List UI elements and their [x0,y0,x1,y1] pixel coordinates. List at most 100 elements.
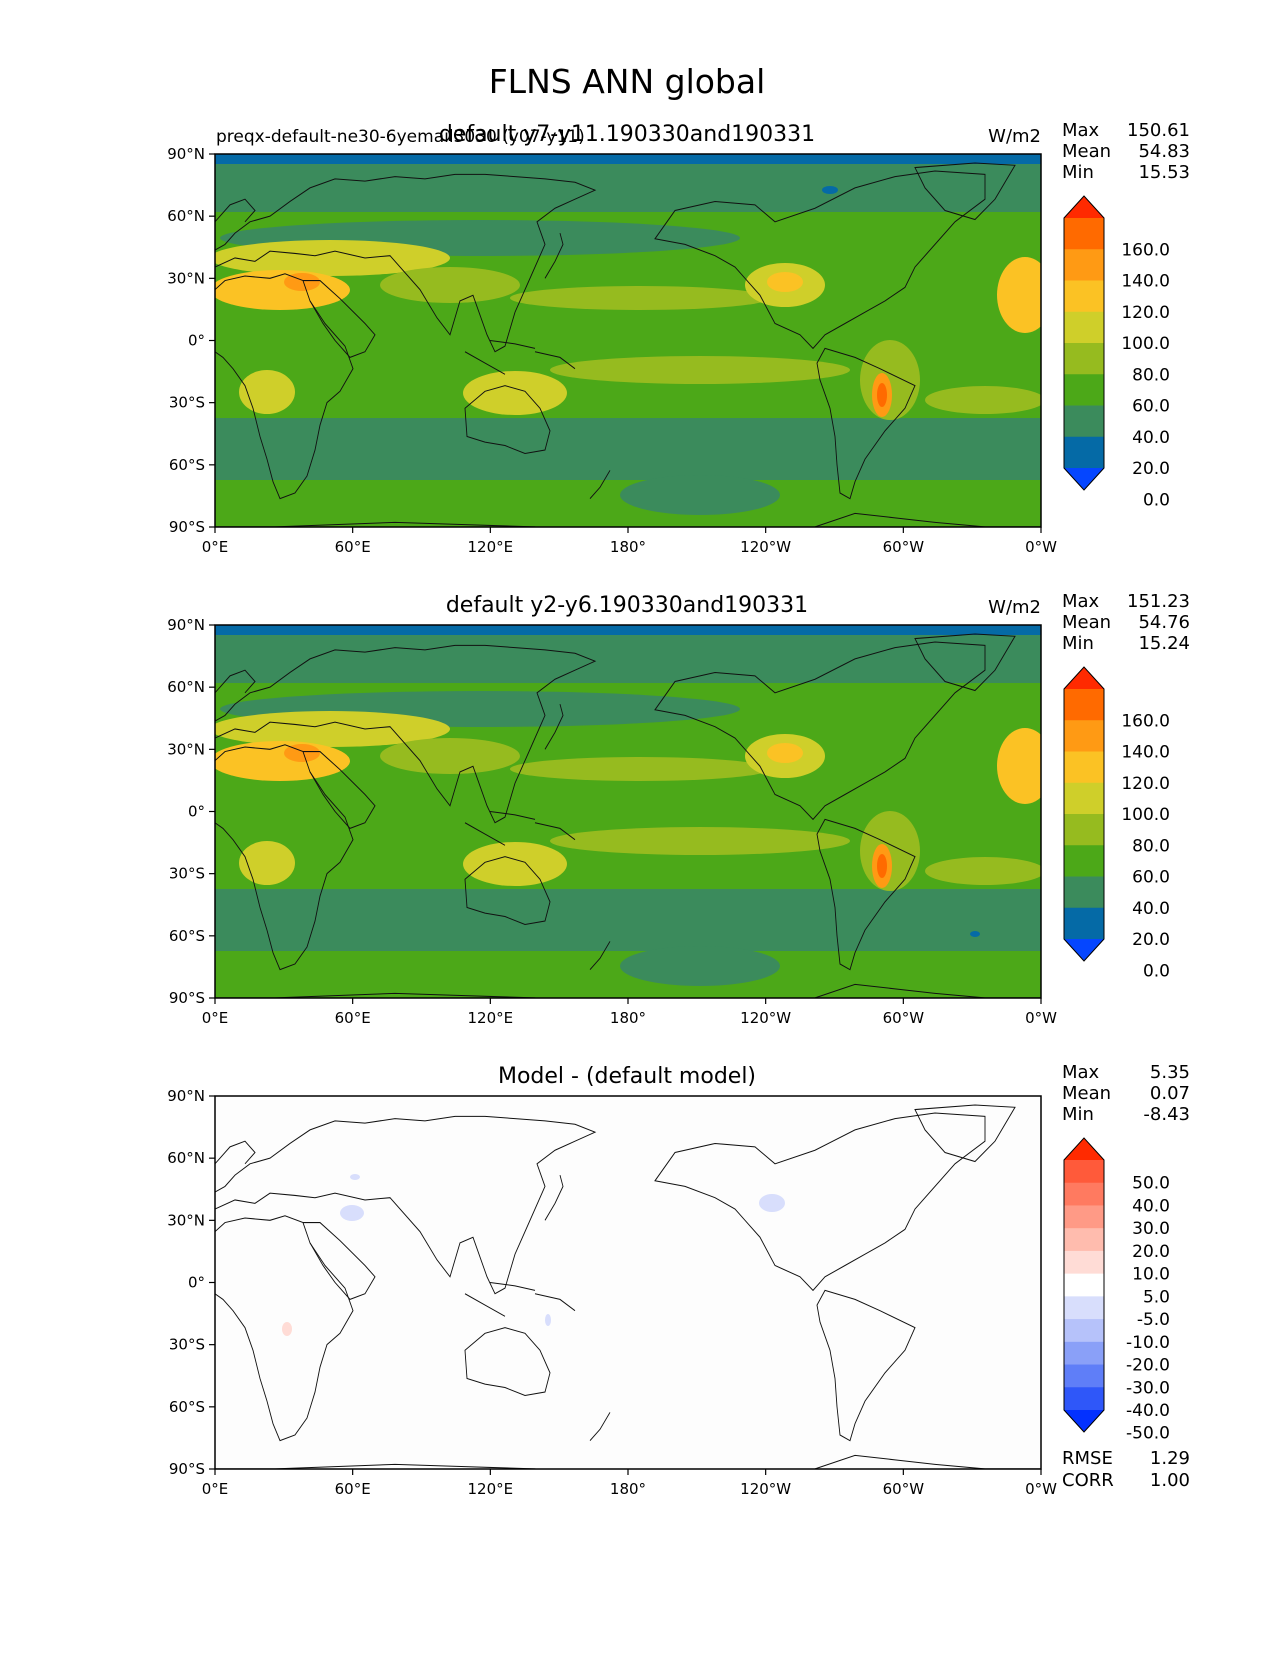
colorbar-swatch [1064,1205,1104,1229]
lat-tick-label: 90°S [169,1460,205,1478]
colorbar-level-label: 100.0 [1121,805,1170,825]
colorbar-extend-min [1064,468,1104,490]
panel-top: preqx-default-ne30-6yemail3030 (y07-y11)… [214,120,1190,528]
panel-bottom-rmse-corr: RMSE 1.29 CORR 1.00 [1062,1448,1190,1491]
colorbar-swatch [1064,1250,1104,1275]
colorbar-level-label: 160.0 [1121,240,1170,260]
colorbar-swatch [1064,876,1104,909]
colorbar-level-label: 80.0 [1132,365,1170,385]
lat-tick-label: 60°N [167,207,205,225]
lon-tick-label: 60°E [335,1480,371,1498]
colorbar-swatch [1064,1296,1104,1320]
colorbar-level-label: 100.0 [1121,334,1170,354]
lat-tick-label: 90°S [169,989,205,1007]
stat-value: -8.43 [1143,1104,1190,1125]
lon-tick-label: 180° [610,1009,646,1027]
colorbar-level-label: 80.0 [1132,836,1170,856]
colorbar-level-label: 40.0 [1132,1196,1170,1216]
colorbar-swatch [1064,907,1104,940]
stat-value: 150.61 [1127,120,1190,141]
colorbar-level-label: 40.0 [1132,899,1170,919]
stat-value: 54.76 [1138,612,1190,633]
rmse-value: 1.29 [1150,1448,1190,1469]
colorbar-level-label: 140.0 [1121,743,1170,763]
colorbar-swatch [1064,436,1104,469]
lon-tick-label: 120°W [740,538,791,556]
stat-label: Mean [1062,141,1111,162]
colorbar-swatch [1064,720,1104,753]
stat-label: Mean [1062,1083,1111,1104]
colorbar-level-label: -40.0 [1126,1401,1170,1421]
colorbar-extend-max [1064,1138,1104,1160]
lon-tick-label: 120°E [468,1009,514,1027]
lon-tick-label: 0°W [1025,1480,1057,1498]
colorbar-level-label: 0.0 [1143,490,1170,510]
stat-value: 15.53 [1138,162,1190,183]
stat-value: 54.83 [1138,141,1190,162]
stat-label: Min [1062,162,1094,183]
colorbar-swatch [1064,280,1104,313]
colorbar-swatch [1064,814,1104,846]
colorbar-level-label: 120.0 [1121,303,1170,323]
figure-title: FLNS ANN global [489,62,766,101]
colorbar-level-label: 60.0 [1132,397,1170,417]
colorbar-level-label: -5.0 [1137,1310,1170,1330]
colorbar-level-label: 40.0 [1132,428,1170,448]
panel-top-colorbar: 160.0 140.0 120.0 100.0 80.0 60.0 40.0 20.0 0.0 [1063,195,1170,510]
panel-top-stats: Max 150.61 Mean 54.83 Min 15.53 [1062,120,1190,183]
lon-tick-label: 0°E [202,1009,229,1027]
lon-tick-label: 60°W [883,538,925,556]
stat-label: Min [1062,633,1094,654]
stat-label: Min [1062,1104,1094,1125]
lon-tick-label: 0°E [202,538,229,556]
lat-tick-label: 30°S [169,865,205,883]
colorbar-level-label: -10.0 [1126,1333,1170,1353]
lat-tick-label: 0° [188,803,205,821]
panel-bottom-map [215,1096,1041,1469]
colorbar-swatch [1064,689,1104,721]
lat-tick-label: 30°N [167,269,205,287]
colorbar-swatch [1064,1182,1104,1207]
lon-tick-label: 60°W [883,1480,925,1498]
colorbar-swatch [1064,1341,1104,1366]
corr-value: 1.00 [1150,1470,1190,1491]
lat-tick-label: 90°N [167,616,205,634]
colorbar-swatch [1064,751,1104,784]
lat-tick-label: 60°S [169,1398,205,1416]
panel-top-map [215,154,1041,527]
map-axes: 0°E 60°E 120°E 180° 120°W 60°W 0°W 90°N 60°N 30°N… [167,145,1057,1498]
panel-middle-map [215,625,1041,998]
colorbar-level-label: -50.0 [1126,1424,1170,1444]
stat-value: 0.07 [1150,1083,1190,1104]
colorbar-swatch [1064,782,1104,815]
colorbar-swatch [1064,1228,1104,1252]
colorbar-extend-max [1064,196,1104,218]
corr-label: CORR [1062,1470,1114,1491]
colorbar-level-label: 20.0 [1132,1242,1170,1262]
lat-tick-label: 90°N [167,1087,205,1105]
colorbar-swatch [1064,343,1104,375]
colorbar-level-label: 50.0 [1132,1174,1170,1194]
panel-middle-title: default y2-y6.190330and190331 [446,593,808,618]
stat-label: Max [1062,591,1100,612]
colorbar-swatch [1064,1160,1104,1184]
lat-tick-label: 60°S [169,927,205,945]
lon-tick-label: 0°W [1025,1009,1057,1027]
colorbar-level-label: 20.0 [1132,930,1170,950]
lat-tick-label: 30°S [169,394,205,412]
lon-tick-label: 180° [610,538,646,556]
panel-bottom-title: Model - (default model) [498,1064,756,1089]
lat-tick-label: 0° [188,1274,205,1292]
lon-tick-label: 60°E [335,1009,371,1027]
lon-tick-label: 120°E [468,1480,514,1498]
stat-value: 15.24 [1138,633,1190,654]
panel-bottom-field [215,1096,1041,1469]
colorbar-extend-min [1064,1410,1104,1432]
stat-label: Max [1062,1062,1100,1083]
colorbar-extend-max [1064,667,1104,689]
lon-tick-label: 60°E [335,538,371,556]
lat-tick-label: 60°S [169,456,205,474]
lon-tick-label: 120°E [468,538,514,556]
colorbar-extend-min [1064,939,1104,961]
